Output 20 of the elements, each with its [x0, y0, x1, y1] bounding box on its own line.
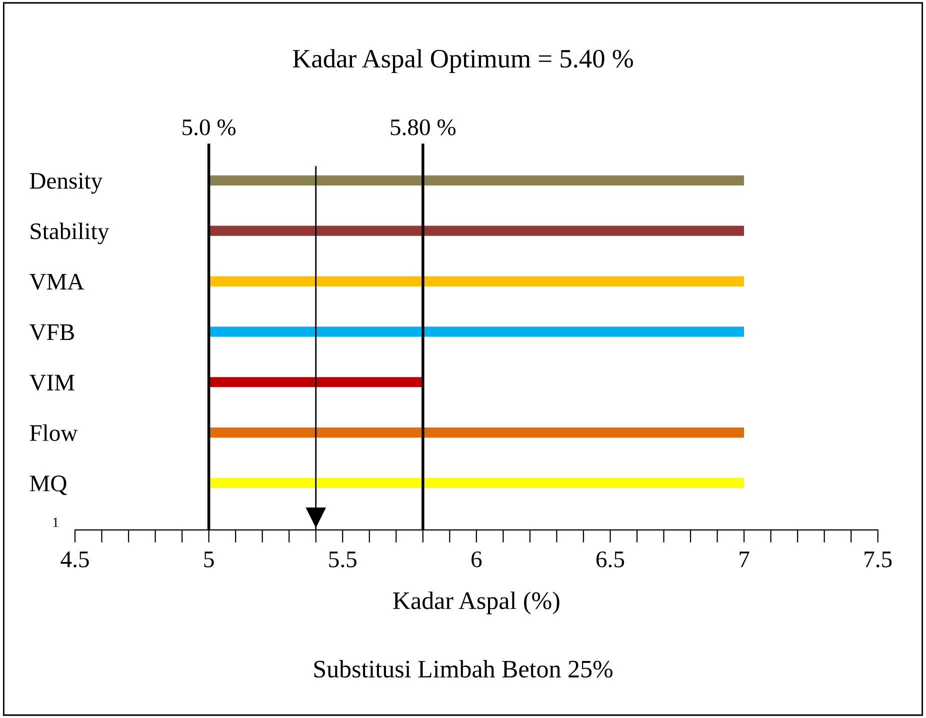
text: 1: [53, 518, 58, 527]
y-tick-label: VMA: [29, 274, 84, 290]
x-tick-label: 7: [740, 552, 750, 568]
y-tick-label: VIM: [29, 374, 74, 391]
x-tick-label: 7.5: [864, 552, 892, 568]
x-tick-label: 6.5: [596, 551, 624, 568]
x-tick-label: 5: [204, 552, 214, 568]
y-tick-label: VFB: [29, 324, 74, 340]
chart-title: Kadar Aspal Optimum = 5.40 %: [292, 49, 633, 73]
y-tick-label: Density: [30, 172, 103, 194]
y-tick-label: Stability: [30, 222, 110, 244]
ref-line-label: 5.0 %: [182, 119, 236, 136]
x-tick-label: 4.5: [60, 552, 89, 568]
text: Substitusi Limbah Beton 25%: [314, 660, 612, 678]
x-axis-title: Kadar Aspal (%): [393, 592, 560, 614]
y-tick-label: MQ: [30, 476, 67, 496]
ref-line-label: 5.80 %: [390, 119, 456, 136]
x-tick-label: 6: [472, 551, 482, 568]
x-tick-label: 5.5: [329, 552, 356, 568]
y-tick-label: Flow: [30, 424, 78, 441]
